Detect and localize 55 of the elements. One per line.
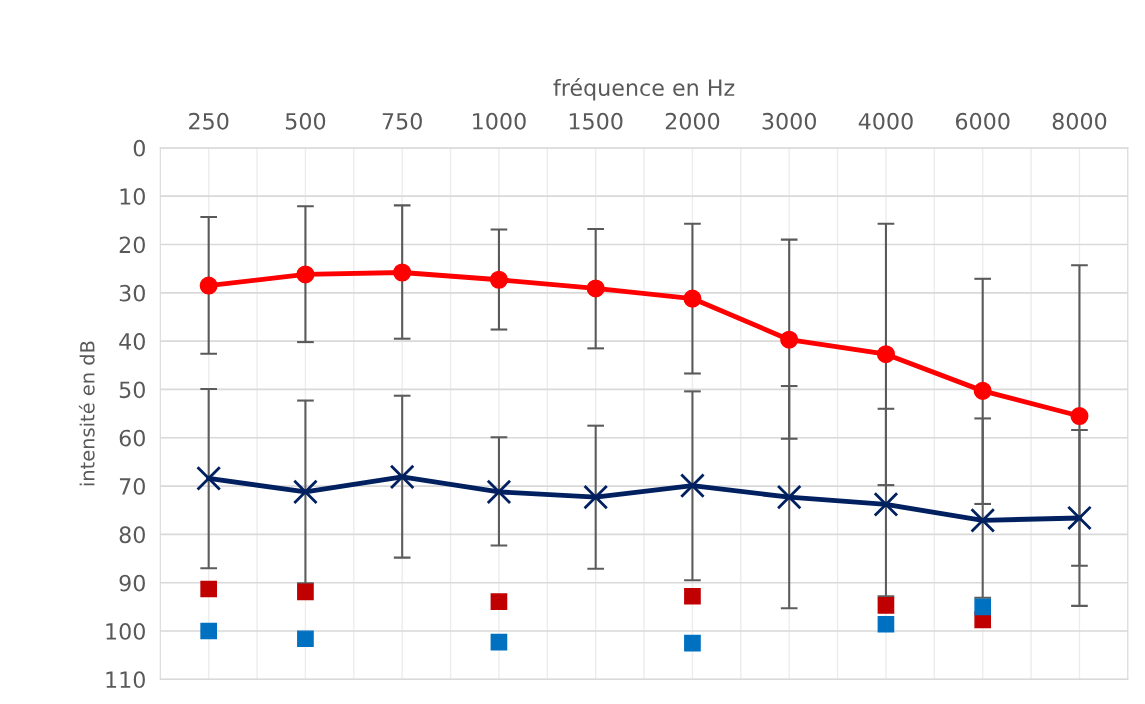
point [199,276,218,295]
point [490,633,508,651]
y-tick-label: 110 [106,671,145,689]
y-tick-label: 0 [133,139,145,157]
point [679,473,705,499]
y-tick-label: 100 [106,622,145,640]
point [389,464,415,490]
point [873,491,899,517]
point [683,289,702,308]
y-tick-label: 80 [119,526,145,544]
x-tick-label: 1000 [473,112,526,130]
point [486,479,512,505]
y-tick-label: 70 [119,478,145,495]
x-tick-label: 2000 [665,112,720,130]
y-tick-label: 60 [119,429,145,447]
point [780,330,799,349]
x-tick-label: 8000 [1052,112,1107,130]
point [684,587,701,605]
y-tick-label: 50 [119,381,145,399]
y-tick-label: 30 [119,284,145,302]
point [877,597,895,614]
x-tick-label: 250 [189,112,229,130]
point [877,615,895,633]
point [296,265,315,284]
point [200,622,218,640]
y-tick-label: 90 [119,574,145,592]
y-tick-label: 10 [120,188,145,205]
point [776,484,802,510]
x-tick-label: 6000 [955,112,1010,130]
y-tick-label: 20 [119,236,145,254]
x-axis-title: fréquence en Hz [553,78,735,101]
point [583,484,609,510]
x-tick-label: 3000 [762,112,816,130]
point [489,270,508,289]
point [876,345,895,364]
x-tick-label: 500 [285,112,326,130]
point [297,583,314,601]
y-axis-title: intensité en dB [78,341,95,486]
point [586,279,605,298]
point [1066,505,1092,531]
point [297,630,314,648]
point [970,507,996,533]
x-tick-label: 1500 [569,112,623,130]
point [974,598,992,616]
x-tick-label: 4000 [858,112,913,130]
point [490,593,508,610]
y-tick-label: 40 [119,333,145,350]
point [393,263,412,282]
point [200,580,218,598]
point [196,465,222,491]
point [292,479,318,505]
point [1070,406,1089,426]
x-tick-label: 750 [382,112,422,130]
point [973,381,992,400]
point [684,634,701,652]
